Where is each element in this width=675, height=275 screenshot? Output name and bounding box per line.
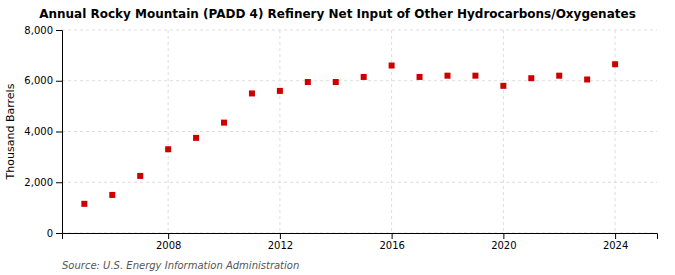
tick-label: 2024 <box>603 240 628 251</box>
tick-label: 4,000 <box>24 126 53 137</box>
grid-line-y <box>62 30 657 31</box>
point <box>249 90 255 96</box>
grid-line-x <box>391 30 392 233</box>
tick-label: 2020 <box>491 240 516 251</box>
tick-mark <box>280 233 281 239</box>
source-note: Source: U.S. Energy Information Administ… <box>62 260 299 271</box>
tick: 8,000 <box>24 25 62 36</box>
tick: 2024 <box>603 233 628 251</box>
tick-mark <box>56 132 62 133</box>
chart: 2008 2012 2016 2020 2024 0 2,000 4,000 6,000 8,00… <box>0 0 675 275</box>
grid-line-y <box>62 131 657 132</box>
y-axis: 0 2,000 4,000 6,000 8,000 <box>24 25 62 239</box>
point <box>417 74 423 80</box>
tick-mark <box>168 233 169 239</box>
tick: 2016 <box>379 233 404 251</box>
point <box>165 146 171 152</box>
point <box>305 79 311 85</box>
grid-line-x <box>615 30 616 233</box>
tick-mark <box>56 233 62 234</box>
tick-label: 2008 <box>156 240 181 251</box>
y-axis-label: Thousand Barrels <box>4 83 17 180</box>
tick-mark <box>56 30 62 31</box>
tick-mark <box>615 233 616 239</box>
point <box>109 192 115 198</box>
point <box>137 173 143 179</box>
tick-label: 0 <box>47 228 53 239</box>
grid-line-x <box>279 30 280 233</box>
tick: 2008 <box>156 233 181 251</box>
tick-mark <box>56 81 62 82</box>
point <box>556 73 562 79</box>
point <box>444 73 450 79</box>
marks <box>81 61 618 207</box>
tick-label: 2016 <box>379 240 404 251</box>
tick: 6,000 <box>24 75 62 86</box>
tick: 2020 <box>491 233 516 251</box>
tick-mark <box>503 233 504 239</box>
point <box>193 135 199 141</box>
point <box>333 79 339 85</box>
axis-line <box>63 234 658 240</box>
tick-label: 2,000 <box>24 177 53 188</box>
grid <box>62 30 657 233</box>
grid-line-y <box>62 80 657 81</box>
tick: 0 <box>47 228 62 239</box>
tick: 2,000 <box>24 177 62 188</box>
axis-line <box>56 31 63 234</box>
tick-label: 2012 <box>268 240 293 251</box>
point <box>584 76 590 82</box>
grid-line-y <box>62 182 657 183</box>
tick-mark <box>392 233 393 239</box>
tick-mark <box>56 182 62 183</box>
point <box>472 73 478 79</box>
point <box>221 120 227 126</box>
point <box>389 63 395 69</box>
tick: 4,000 <box>24 126 62 137</box>
tick-label: 8,000 <box>24 25 53 36</box>
point <box>81 201 87 207</box>
grid-line-x <box>503 30 504 233</box>
point <box>277 88 283 94</box>
point <box>528 75 534 81</box>
point <box>500 83 506 89</box>
tick: 2012 <box>268 233 293 251</box>
x-axis: 2008 2012 2016 2020 2024 <box>63 233 658 251</box>
title: Annual Rocky Mountain (PADD 4) Refinery … <box>39 7 636 21</box>
point <box>612 61 618 67</box>
point <box>361 74 367 80</box>
grid-line-x <box>168 30 169 233</box>
tick-label: 6,000 <box>24 75 53 86</box>
plot-area: 2008 2012 2016 2020 2024 0 2,000 4,000 6,000 8,00… <box>24 25 657 251</box>
